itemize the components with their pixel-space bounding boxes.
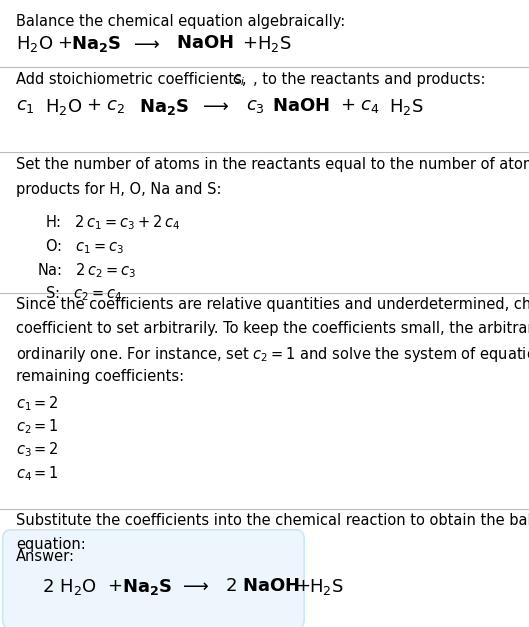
Text: $+\ c_2$: $+\ c_2$ [86,97,126,115]
Text: $+$: $+$ [107,577,122,595]
Text: $c_2 = 1$: $c_2 = 1$ [16,418,59,436]
Text: S:   $c_2 = c_4$: S: $c_2 = c_4$ [45,285,122,303]
Text: ordinarily one. For instance, set $c_2 = 1$ and solve the system of equations fo: ordinarily one. For instance, set $c_2 =… [16,345,529,364]
Text: Add stoichiometric coefficients,: Add stoichiometric coefficients, [16,72,251,87]
Text: $\longrightarrow$: $\longrightarrow$ [130,34,160,53]
Text: $\mathrm{H_2S}$: $\mathrm{H_2S}$ [257,34,291,55]
Text: equation:: equation: [16,537,86,552]
Text: products for H, O, Na and S:: products for H, O, Na and S: [16,182,221,197]
Text: $\mathrm{H_2S}$: $\mathrm{H_2S}$ [309,577,344,597]
Text: $2\ \mathbf{NaOH}$: $2\ \mathbf{NaOH}$ [225,577,300,595]
Text: $2\ \mathrm{H_2O}$: $2\ \mathrm{H_2O}$ [42,577,97,597]
Text: H:   $2\,c_1 = c_3 + 2\,c_4$: H: $2\,c_1 = c_3 + 2\,c_4$ [45,213,180,232]
Text: Na:   $2\,c_2 = c_3$: Na: $2\,c_2 = c_3$ [37,261,136,280]
Text: Balance the chemical equation algebraically:: Balance the chemical equation algebraica… [16,14,345,29]
Text: $\longrightarrow$: $\longrightarrow$ [179,577,209,595]
Text: remaining coefficients:: remaining coefficients: [16,369,184,384]
Text: $\mathrm{H_2O}$: $\mathrm{H_2O}$ [16,34,53,55]
Text: $+$: $+$ [242,34,258,53]
Text: $c_4 = 1$: $c_4 = 1$ [16,464,59,483]
Text: $\mathrm{H_2S}$: $\mathrm{H_2S}$ [389,97,424,117]
Text: Since the coefficients are relative quantities and underdetermined, choose a: Since the coefficients are relative quan… [16,297,529,312]
Text: $c_i$: $c_i$ [232,72,244,88]
Text: Set the number of atoms in the reactants equal to the number of atoms in the: Set the number of atoms in the reactants… [16,157,529,172]
Text: $c_3$: $c_3$ [246,97,265,115]
Text: $+$: $+$ [295,577,310,595]
Text: Answer:: Answer: [16,549,75,564]
Text: $\mathbf{NaOH}$: $\mathbf{NaOH}$ [176,34,234,53]
Text: $c_3 = 2$: $c_3 = 2$ [16,441,59,460]
Text: $c_1$: $c_1$ [16,97,34,115]
Text: $+\ c_4$: $+\ c_4$ [340,97,380,115]
Text: , to the reactants and products:: , to the reactants and products: [253,72,486,87]
Text: $\mathbf{NaOH}$: $\mathbf{NaOH}$ [272,97,330,115]
Text: $c_1 = 2$: $c_1 = 2$ [16,394,59,413]
Text: coefficient to set arbitrarily. To keep the coefficients small, the arbitrary va: coefficient to set arbitrarily. To keep … [16,321,529,336]
Text: $\longrightarrow$: $\longrightarrow$ [199,97,230,115]
Text: O:   $c_1 = c_3$: O: $c_1 = c_3$ [45,237,124,256]
Text: $+$: $+$ [57,34,72,53]
FancyBboxPatch shape [3,530,304,627]
Text: $\mathbf{Na_2S}$: $\mathbf{Na_2S}$ [122,577,172,597]
Text: $\mathrm{H_2O}$: $\mathrm{H_2O}$ [45,97,83,117]
Text: $\mathbf{Na_2S}$: $\mathbf{Na_2S}$ [139,97,189,117]
Text: Substitute the coefficients into the chemical reaction to obtain the balanced: Substitute the coefficients into the che… [16,513,529,528]
Text: $\mathbf{Na_2S}$: $\mathbf{Na_2S}$ [71,34,122,55]
